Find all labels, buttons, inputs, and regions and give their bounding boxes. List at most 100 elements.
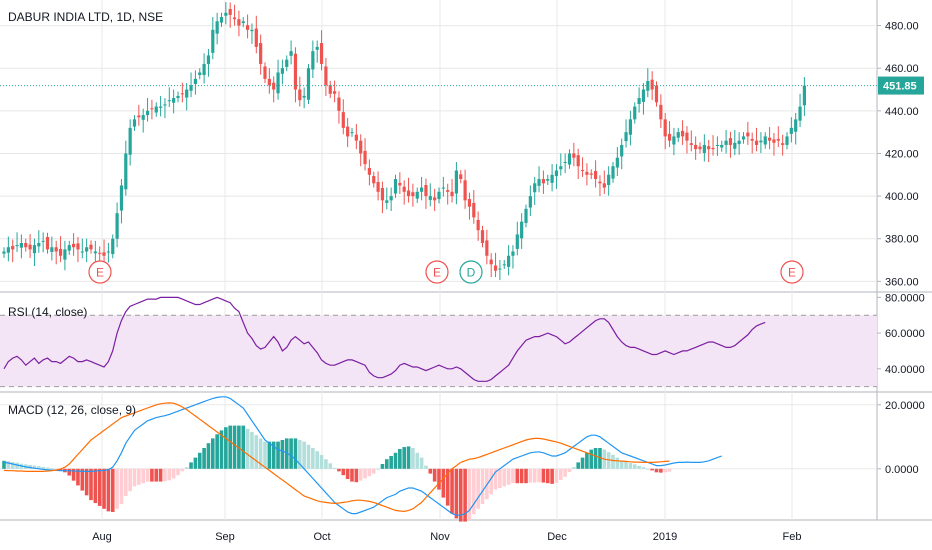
candle-body [337, 97, 341, 111]
candle-body [781, 143, 785, 145]
candle-body [733, 142, 737, 149]
candle-body [463, 180, 467, 201]
macd-histogram-bar [206, 443, 211, 469]
macd-histogram-bar [646, 468, 650, 470]
candle-body [211, 29, 215, 53]
candle-body [228, 8, 232, 15]
candle-body [350, 132, 354, 134]
candle-body [641, 89, 646, 102]
candle-body [376, 182, 380, 192]
macd-histogram-bar [50, 468, 54, 469]
x-tick-label: Oct [313, 531, 330, 543]
candle-body [550, 174, 554, 183]
candle-body [415, 191, 419, 199]
macd-histogram-bar [154, 468, 159, 482]
candle-body [698, 146, 702, 150]
candle-body [585, 171, 589, 175]
candle-body [676, 132, 680, 138]
macd-histogram-bar [37, 466, 41, 469]
candle-body [476, 219, 480, 231]
macd-histogram-bar [67, 468, 72, 476]
macd-histogram-bar [654, 468, 659, 473]
macd-histogram-bar [167, 468, 172, 481]
macd-histogram-bar [576, 462, 580, 469]
macd-histogram-bar [328, 463, 333, 469]
candle-body [250, 29, 254, 32]
macd-histogram-bar [228, 425, 232, 469]
macd-histogram-bar [406, 446, 411, 469]
candle-body [215, 21, 219, 34]
candle-body [772, 139, 776, 143]
candle-body [333, 91, 337, 94]
candle-body [98, 252, 102, 254]
candle-body [654, 85, 659, 103]
candle-body [650, 79, 654, 90]
candle-body [715, 144, 719, 146]
dividend-marker-label: D [467, 266, 476, 280]
candle-body [759, 140, 763, 143]
x-tick-label: Sep [215, 531, 235, 543]
candle-body [459, 174, 463, 180]
macd-histogram-bar [567, 468, 572, 472]
macd-histogram-bar [54, 468, 58, 470]
candle-body [241, 21, 245, 24]
candle-body [298, 89, 302, 101]
candle-body [633, 106, 637, 120]
macd-histogram-bar [537, 468, 541, 483]
candle-body [163, 104, 167, 106]
macd-histogram-bar [606, 452, 611, 469]
candle-body [446, 190, 450, 192]
macd-histogram-bar [398, 448, 402, 469]
candle-body [728, 138, 733, 145]
earnings-marker [88, 260, 112, 284]
macd-histogram-bar [41, 466, 45, 469]
candle-body [554, 170, 559, 177]
candle-body [389, 196, 393, 201]
last-price-tag [878, 76, 924, 95]
macd-histogram-bar [445, 468, 450, 506]
macd-histogram-bar [376, 468, 380, 470]
macd-histogram-bar [611, 454, 615, 469]
candle-body [607, 174, 611, 186]
macd-histogram-bar [224, 427, 228, 469]
candle-body [128, 127, 132, 155]
rsi-tick-label: 60.0000 [885, 328, 925, 340]
macd-histogram-bar [319, 455, 324, 469]
rsi-tick-label: 80.0000 [885, 292, 925, 304]
candle-body [480, 230, 485, 243]
macd-histogram-bar [428, 468, 433, 474]
candle-body [485, 240, 489, 256]
candle-body [141, 115, 145, 120]
candle-body [428, 196, 432, 200]
candle-body [111, 238, 115, 255]
candle-body [580, 170, 585, 172]
macd-histogram-bar [332, 467, 337, 469]
candle-body [206, 55, 211, 64]
candle-body [24, 242, 28, 248]
candle-body [511, 251, 515, 256]
symbol-label: DABUR INDIA LTD, 1D, NSE [8, 10, 164, 24]
y-tick-label: 480.00 [885, 21, 919, 33]
macd-histogram-bar [232, 425, 237, 469]
candle-body [515, 234, 519, 249]
macd-histogram-bar [589, 449, 594, 469]
candle-body [15, 245, 19, 247]
candle-body [293, 53, 298, 90]
macd-histogram-bar [563, 468, 567, 477]
candle-body [467, 199, 472, 207]
candle-body [420, 187, 424, 192]
macd-histogram-bar [528, 468, 533, 483]
macd-histogram-bar [45, 467, 50, 469]
macd-histogram-bar [263, 441, 267, 469]
macd-histogram-bar [115, 468, 119, 509]
y-tick-label: 360.00 [885, 276, 919, 288]
candle-body [198, 72, 202, 76]
macd-histogram-bar [202, 448, 206, 469]
candle-body [172, 98, 176, 103]
candle-body [89, 244, 93, 250]
macd-histogram-bar [541, 468, 546, 483]
candle-body [528, 196, 532, 208]
candle-body [681, 130, 685, 137]
macd-histogram-bar [663, 468, 667, 473]
macd-histogram-bar [324, 459, 328, 469]
